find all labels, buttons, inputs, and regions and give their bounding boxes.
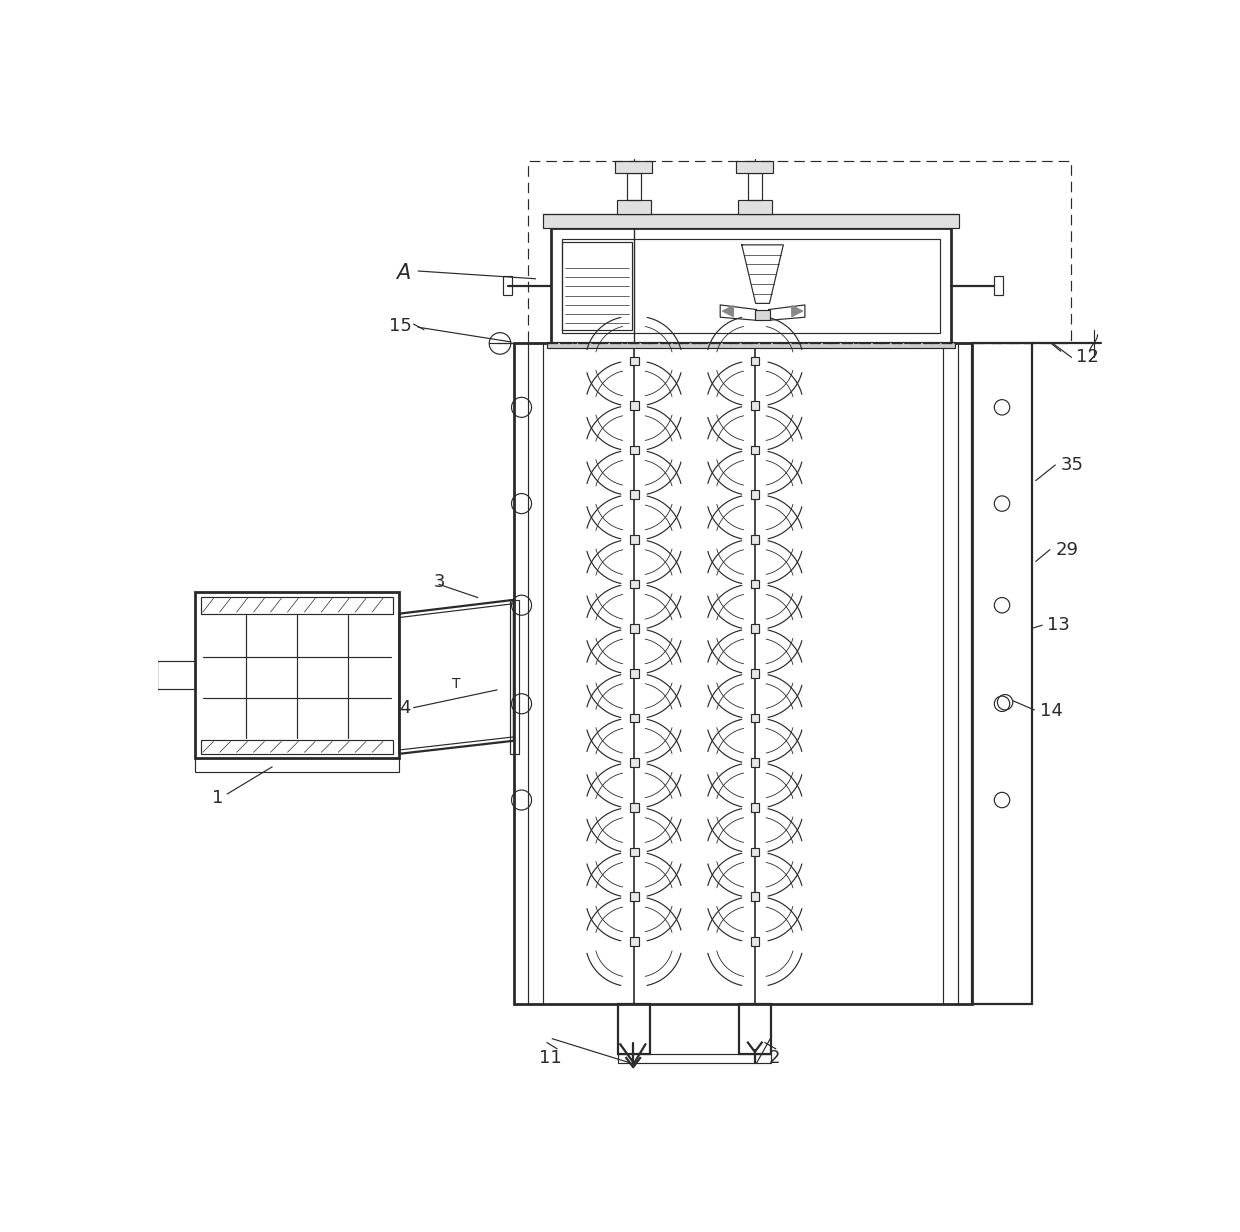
Bar [755, 309, 770, 320]
Bar [751, 625, 759, 633]
Text: T: T [451, 676, 460, 691]
Bar [618, 200, 651, 214]
Bar [627, 174, 641, 200]
Bar [738, 200, 771, 214]
Bar [972, 344, 1032, 1004]
Bar [630, 803, 639, 812]
Text: 3: 3 [434, 573, 445, 591]
Text: 29: 29 [1055, 541, 1078, 559]
Text: 11: 11 [539, 1048, 562, 1067]
Bar [751, 580, 759, 588]
Bar [751, 759, 759, 766]
Bar [630, 356, 639, 365]
Bar [751, 490, 759, 499]
Bar [543, 214, 959, 228]
Bar [510, 600, 520, 754]
Bar [751, 669, 759, 678]
Bar [195, 593, 399, 758]
Bar [737, 161, 774, 174]
Bar [630, 402, 639, 409]
Bar [513, 344, 972, 1004]
Polygon shape [792, 306, 802, 317]
Bar [528, 344, 543, 1004]
Bar [551, 228, 951, 344]
Bar [201, 596, 393, 614]
Bar [751, 938, 759, 946]
Bar [630, 759, 639, 766]
Bar [751, 356, 759, 365]
Bar [547, 341, 955, 347]
Bar [739, 1004, 771, 1055]
Text: 15: 15 [389, 318, 412, 335]
Bar [630, 892, 639, 901]
Text: 1: 1 [212, 788, 223, 807]
Text: 13: 13 [1048, 616, 1070, 634]
Bar [630, 625, 639, 633]
Bar [630, 490, 639, 499]
Text: 35: 35 [1060, 456, 1084, 474]
Bar [748, 174, 761, 200]
Bar [134, 655, 156, 695]
Text: A: A [397, 262, 410, 282]
Bar [630, 446, 639, 455]
Bar [751, 713, 759, 722]
Bar [630, 669, 639, 678]
Bar [618, 1004, 650, 1055]
Bar [751, 848, 759, 856]
Bar [562, 239, 940, 333]
Bar [751, 402, 759, 409]
Bar [156, 662, 195, 689]
Text: 4: 4 [399, 699, 410, 717]
Bar [615, 161, 652, 174]
Bar [751, 535, 759, 543]
Polygon shape [723, 306, 733, 317]
Bar [630, 580, 639, 588]
Bar [751, 803, 759, 812]
Bar [630, 938, 639, 946]
Bar [201, 740, 393, 754]
Bar [942, 344, 959, 1004]
Text: 12: 12 [1076, 349, 1099, 366]
Bar [630, 848, 639, 856]
Bar [563, 241, 631, 329]
Bar [503, 276, 512, 294]
Text: 14: 14 [1040, 702, 1063, 721]
Bar [993, 276, 1003, 294]
Text: 2: 2 [769, 1048, 780, 1067]
Bar [751, 892, 759, 901]
Bar [630, 535, 639, 543]
Bar [630, 713, 639, 722]
Bar [195, 758, 399, 771]
Bar [618, 1055, 771, 1063]
Bar [751, 446, 759, 455]
